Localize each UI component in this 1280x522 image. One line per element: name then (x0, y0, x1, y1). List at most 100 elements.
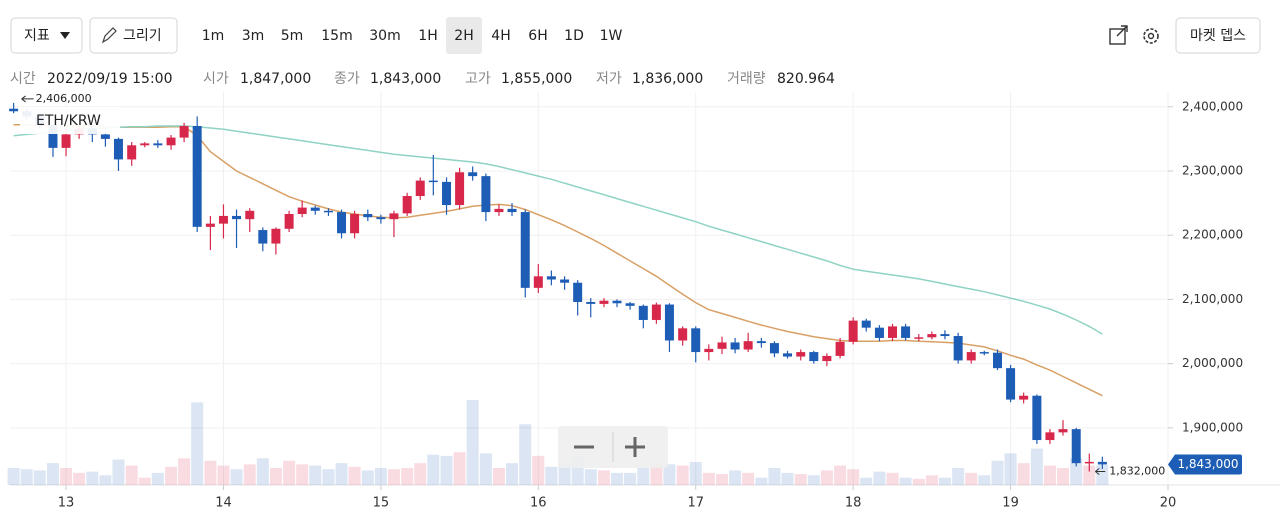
candle-body (835, 341, 845, 356)
candle-body (717, 342, 727, 349)
interval-button[interactable]: 1m (202, 28, 225, 44)
interval-button[interactable]: 15m (321, 28, 352, 44)
candle-body (481, 176, 491, 213)
candle-body (428, 180, 438, 183)
interval-button[interactable]: 6H (528, 28, 547, 44)
info-value: 1,843,000 (370, 71, 441, 87)
market-depth-button[interactable] (1175, 17, 1261, 54)
moving-averages (13, 124, 1103, 397)
volume-bar (492, 468, 505, 485)
volume-bar (73, 472, 86, 485)
volume-bar (466, 400, 479, 485)
candle-body (442, 181, 452, 206)
volume-bar (755, 477, 768, 485)
interval-button[interactable]: 1H (418, 28, 437, 44)
interval-button[interactable]: 2H (454, 28, 473, 44)
candle-body (1084, 461, 1094, 464)
candle-body (166, 137, 176, 146)
candle-body (507, 208, 517, 213)
candle-body (1071, 429, 1081, 464)
draw-label: 그리기 (123, 28, 162, 44)
interval-button[interactable]: 30m (369, 28, 400, 44)
volume-bar (269, 468, 282, 485)
volume-bar (860, 477, 873, 485)
volume-bar (820, 470, 833, 485)
candles (9, 102, 1107, 472)
volume-bar (204, 460, 217, 485)
volume-bar (453, 452, 466, 485)
volume-bar (650, 463, 663, 485)
candle-body (638, 305, 648, 320)
volume-bar (283, 460, 296, 485)
candle-body (258, 230, 268, 244)
volume-bar (938, 477, 951, 485)
candle-body (664, 304, 674, 341)
candle-body (520, 212, 530, 288)
interval-button[interactable]: 3m (242, 28, 265, 44)
candle-body (901, 326, 911, 338)
candle-body (848, 320, 858, 342)
interval-button[interactable]: 1D (564, 28, 584, 44)
interval-button[interactable]: 5m (281, 28, 304, 44)
volume-bar (1056, 468, 1069, 485)
candle-body (1045, 432, 1055, 441)
info-row: 시간 2022/09/19 15:00 시가 1,847,000 종가 1,843,000… (10, 71, 835, 87)
popout-icon[interactable] (1109, 25, 1128, 45)
low-marker-arrow (1094, 468, 1106, 475)
candle-body (691, 328, 701, 353)
zoom-in[interactable] (625, 437, 645, 457)
candle-body (678, 328, 688, 341)
volume-bar (178, 458, 191, 485)
volume-bar (414, 463, 427, 485)
x-tick-label: 19 (1002, 496, 1019, 511)
volume-bar (427, 454, 440, 485)
symbol-label: ETH/KRW (36, 113, 101, 129)
volume-bar (20, 469, 33, 485)
zoom-control (558, 426, 668, 468)
volume-bar (689, 461, 702, 485)
volume-bar (165, 466, 178, 485)
volume-bar (1096, 465, 1109, 485)
volume-bar (807, 475, 820, 485)
moving-average-line (13, 124, 1103, 397)
gear-outer (1143, 28, 1159, 44)
info-label: 시가 (203, 71, 229, 87)
candle-body (704, 348, 714, 353)
settings-icon[interactable] (1143, 28, 1159, 44)
indicator-button[interactable] (10, 17, 83, 54)
volume-bar (847, 469, 860, 485)
high-marker-arrow (21, 95, 34, 103)
volume-bar (296, 464, 309, 485)
candle-body (625, 303, 635, 306)
symbol-box (20, 107, 120, 134)
info-value: 1,836,000 (632, 71, 703, 87)
interval-button[interactable]: 1W (600, 28, 623, 44)
candle-body (9, 108, 19, 112)
volume-bar (925, 475, 938, 485)
volume-bar (1043, 465, 1056, 485)
draw-button[interactable] (89, 17, 178, 54)
volume-bar (256, 458, 269, 485)
candle-body (861, 320, 871, 328)
volume-bar (99, 475, 112, 485)
interval-button[interactable]: 4H (491, 28, 510, 44)
volume-bar (663, 464, 676, 485)
volume-bar (768, 468, 781, 485)
candle-body (1032, 395, 1042, 441)
info-value: 1,847,000 (240, 71, 311, 87)
volume-bar (479, 453, 492, 485)
info-value: 2022/09/19 15:00 (47, 71, 173, 87)
volume-bar (440, 455, 453, 485)
volume-bar (716, 474, 729, 485)
candle-body (888, 326, 898, 338)
candle-body (455, 172, 465, 206)
candle-body (100, 134, 110, 139)
candle-body (586, 301, 596, 304)
volume-bar (243, 464, 256, 485)
candle-body (560, 279, 570, 283)
volume-bar (46, 463, 59, 485)
axis-labels: 1,900,000 2,000,000 2,100,000 2,200,000 2,30… (58, 99, 1243, 510)
candle-body (966, 352, 976, 361)
candle-body (218, 215, 228, 224)
